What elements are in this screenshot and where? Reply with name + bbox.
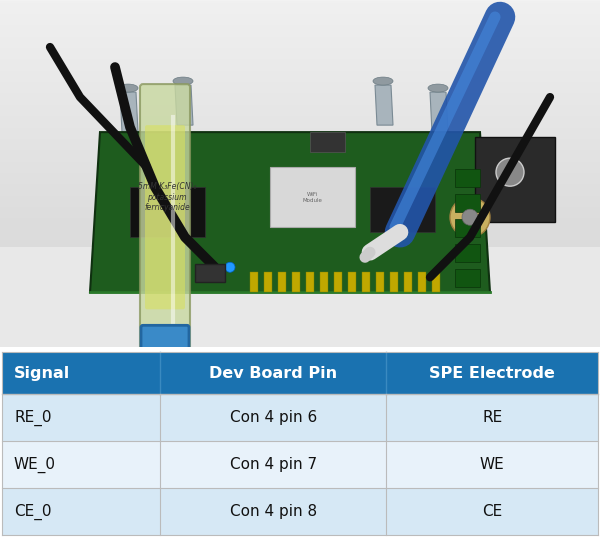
Text: Con 4 pin 6: Con 4 pin 6	[230, 410, 317, 425]
Bar	[160, 352, 386, 394]
Ellipse shape	[428, 84, 448, 92]
Bar	[306, 272, 314, 292]
Bar	[386, 441, 598, 488]
Text: CE: CE	[482, 504, 502, 519]
Bar	[386, 394, 598, 441]
Text: Con 4 pin 8: Con 4 pin 8	[230, 504, 317, 519]
Text: WE: WE	[480, 457, 505, 472]
Text: Con 4 pin 7: Con 4 pin 7	[230, 457, 317, 472]
Text: Signal: Signal	[14, 366, 70, 381]
Circle shape	[496, 158, 524, 186]
Bar	[278, 272, 286, 292]
Bar	[455, 219, 480, 237]
Ellipse shape	[118, 84, 138, 92]
Bar	[320, 272, 328, 292]
Circle shape	[462, 209, 478, 225]
Bar	[195, 264, 225, 282]
Bar	[0, 247, 600, 347]
Ellipse shape	[373, 77, 393, 85]
Bar	[455, 245, 480, 262]
Bar	[334, 272, 342, 292]
Text: CE_0: CE_0	[14, 503, 52, 520]
Bar	[475, 137, 555, 222]
Bar	[2, 394, 160, 441]
Bar	[404, 272, 412, 292]
Bar	[348, 272, 356, 292]
Bar	[130, 187, 205, 237]
Bar	[362, 272, 370, 292]
Polygon shape	[430, 92, 448, 132]
FancyBboxPatch shape	[140, 84, 190, 350]
Bar	[390, 272, 398, 292]
Bar	[160, 488, 386, 535]
Bar	[386, 488, 598, 535]
FancyBboxPatch shape	[145, 125, 185, 309]
Text: 5mM K₃Fe(CN)₆
potassium
ferricyanide: 5mM K₃Fe(CN)₆ potassium ferricyanide	[138, 182, 196, 212]
Text: WE_0: WE_0	[14, 457, 56, 473]
FancyBboxPatch shape	[141, 325, 189, 359]
Bar	[250, 272, 258, 292]
Bar	[432, 272, 440, 292]
Bar	[264, 272, 272, 292]
Bar	[376, 272, 384, 292]
Polygon shape	[120, 92, 138, 132]
Text: RE: RE	[482, 410, 502, 425]
Bar	[455, 194, 480, 212]
Polygon shape	[375, 85, 393, 125]
Bar	[418, 272, 426, 292]
Polygon shape	[175, 85, 193, 125]
Bar	[270, 167, 355, 227]
Bar	[160, 394, 386, 441]
Text: RE_0: RE_0	[14, 410, 52, 426]
Bar	[2, 441, 160, 488]
Text: Dev Board Pin: Dev Board Pin	[209, 366, 337, 381]
Text: SPE Electrode: SPE Electrode	[429, 366, 555, 381]
Polygon shape	[90, 132, 490, 292]
Bar	[2, 352, 160, 394]
Bar	[455, 169, 480, 187]
Bar	[310, 132, 345, 152]
Text: WiFi
Module: WiFi Module	[302, 192, 322, 202]
Bar	[160, 441, 386, 488]
Bar	[386, 352, 598, 394]
Ellipse shape	[173, 77, 193, 85]
Bar	[292, 272, 300, 292]
Bar	[455, 269, 480, 287]
Bar	[2, 488, 160, 535]
Bar	[370, 187, 435, 232]
Circle shape	[225, 262, 235, 272]
Circle shape	[450, 197, 490, 237]
